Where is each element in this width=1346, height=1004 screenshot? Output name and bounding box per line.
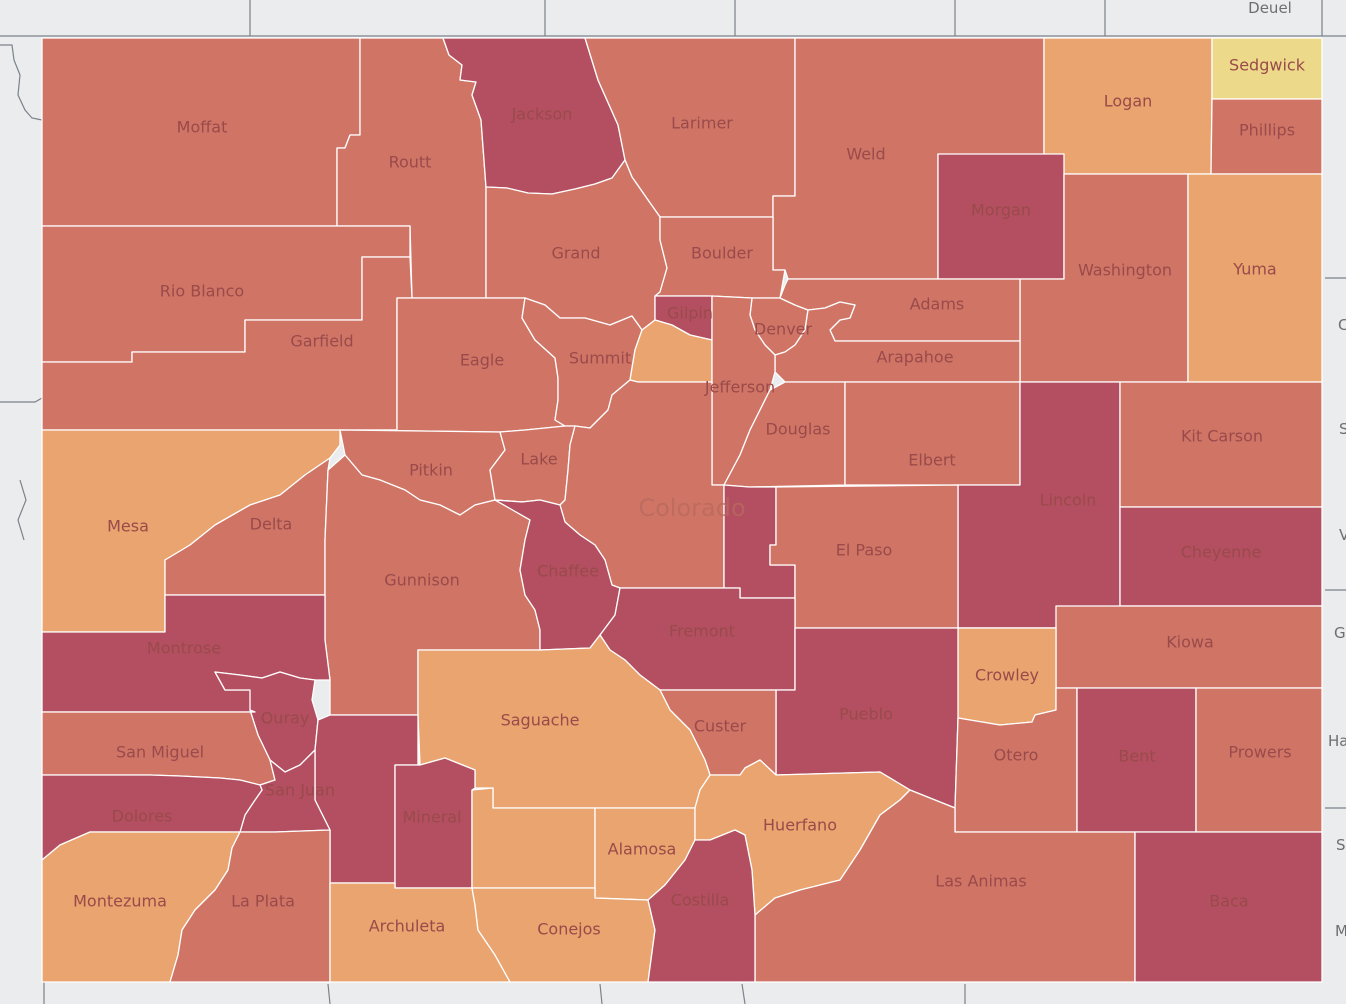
county-phillips[interactable] <box>1210 98 1323 175</box>
neighbor-label: Deuel <box>1248 0 1292 17</box>
county-crowley[interactable] <box>957 627 1057 726</box>
county-costilla[interactable] <box>647 829 756 983</box>
neighbor-label: Ha <box>1328 732 1346 750</box>
county-yuma[interactable] <box>1187 173 1323 383</box>
state-label: Colorado <box>638 494 745 522</box>
neighbor-label: M <box>1335 922 1346 940</box>
county-moffat[interactable] <box>41 37 361 227</box>
neighbor-label: S <box>1339 420 1346 438</box>
county-lake[interactable] <box>489 425 576 506</box>
county-elbert[interactable] <box>844 381 1021 486</box>
county-san-miguel[interactable] <box>41 709 276 786</box>
county-boulder[interactable] <box>654 216 786 301</box>
county-la-plata[interactable] <box>169 829 331 983</box>
county-layer <box>41 37 1323 983</box>
county-cheyenne[interactable] <box>1119 506 1323 607</box>
county-morgan[interactable] <box>937 153 1065 280</box>
neighbor-label: G <box>1334 624 1346 642</box>
county-prowers[interactable] <box>1195 687 1323 833</box>
county-bent[interactable] <box>1076 687 1197 833</box>
neighbor-labels: Deuel C S V G Ha S M <box>1248 0 1346 940</box>
county-kiowa[interactable] <box>1055 605 1323 689</box>
county-kit-carson[interactable] <box>1119 381 1323 508</box>
county-sedgwick[interactable] <box>1211 37 1323 100</box>
neighbor-label: C <box>1338 316 1346 334</box>
county-arapahoe[interactable] <box>774 301 1021 383</box>
county-baca[interactable] <box>1134 831 1323 983</box>
county-mineral[interactable] <box>394 757 476 889</box>
neighbor-label: V <box>1339 526 1346 544</box>
neighbor-label: S <box>1336 836 1346 854</box>
county-logan[interactable] <box>1043 37 1213 175</box>
